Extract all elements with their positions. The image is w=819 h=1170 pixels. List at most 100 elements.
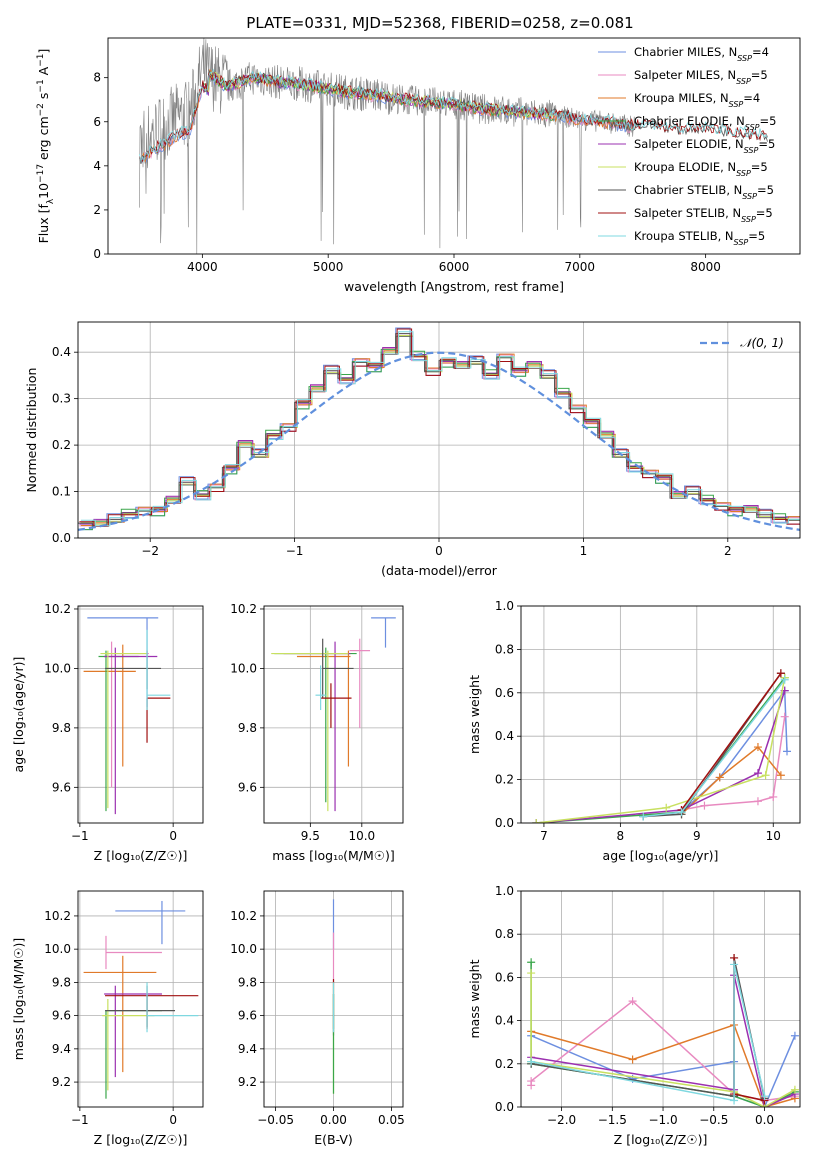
x-tick-label: −1.0 [648,1113,677,1127]
y-tick-label: 0.8 [495,642,514,656]
x-axis-label: (data-model)/error [381,563,498,578]
y-tick-label: 0.4 [52,345,71,359]
x-tick-label: 0 [435,544,443,558]
x-tick-label: 10 [766,829,781,843]
y-axis-label: Normed distribution [24,368,39,493]
axes-frame [107,37,801,255]
weight-marker-kroupa_elodie [761,771,770,780]
y-tick-label: 0.2 [52,438,71,452]
y-tick-label: 0.2 [495,1057,514,1071]
axes-frame [263,890,404,1108]
weight-line-kroupa_elodie [536,677,786,823]
legend-label-salpeter_stelib: Salpeter STELIB, NSSP=5 [634,206,773,224]
x-tick-label: 8 [617,829,625,843]
weight-marker-salpeter_elodie [753,769,762,778]
y-tick-label: 10.0 [44,942,71,956]
x-tick-label: 5000 [313,260,344,274]
x-tick-label: 9.5 [301,829,320,843]
y-tick-label: 9.8 [52,721,71,735]
y-tick-label: 0.4 [495,1014,514,1028]
x-tick-label: 0.0 [755,1113,774,1127]
y-tick-label: 0.8 [495,927,514,941]
y-tick-label: 0.6 [495,970,514,984]
legend-label-chabrier_elodie: Chabrier ELODIE, NSSP=5 [634,114,776,132]
weight-line-kroupa_stelib [530,964,766,1102]
model-spectrum-kroupa_stelib [139,68,768,163]
plot-area-age_vs_Z [83,617,171,815]
x-axis-label: age [log₁₀(age/yr)] [603,848,719,863]
y-tick-label: 10.2 [230,602,257,616]
weight-marker-kroupa_stelib [760,1092,769,1101]
weight-marker-kroupa_stelib [677,808,686,817]
x-tick-label: −1 [71,829,89,843]
axes-frame [520,890,801,1108]
weight-marker-salpeter_stelib [776,669,785,678]
x-tick-label: 8000 [690,260,721,274]
weight-marker-chabrier_elodie [527,958,536,967]
weight-marker-chabrier_miles [790,1031,799,1040]
y-tick-label: 0.0 [495,816,514,830]
weight-marker-salpeter_miles [527,1077,536,1086]
plot-area-weight_vs_Z [527,953,799,1107]
legend-label-chabrier_miles: Chabrier MILES, NSSP=4 [634,45,769,63]
y-tick-label: 9.4 [52,1042,71,1056]
weight-marker-kroupa_stelib [780,675,789,684]
axes-frame [77,890,204,1108]
y-tick-label: 10.2 [44,602,71,616]
x-axis-label: mass [log₁₀(M/M☉)] [272,848,394,863]
y-tick-label: 10.2 [230,909,257,923]
y-tick-label: 1.0 [495,884,514,898]
legend-label-kroupa_elodie: Kroupa ELODIE, NSSP=5 [634,160,768,178]
weight-marker-kroupa_stelib [730,960,739,969]
spectrum-legend: Chabrier MILES, NSSP=4 Salpeter MILES, NS… [598,45,776,247]
axes-frame [263,605,404,824]
panel-weight_vs_Z: −2.0 −1.5 −1.0 −0.5 0.0 0.0 0.2 0.4 0.6 0.8 1.0 Z [… [467,884,801,1147]
legend-label-salpeter_elodie: Salpeter ELODIE, NSSP=5 [634,137,775,155]
x-tick-label: −1 [71,1113,89,1127]
x-tick-label: 0.00 [320,1113,347,1127]
weight-marker-kroupa_elodie [790,1085,799,1094]
y-axis-label: age [log₁₀(age/yr)] [11,657,26,773]
y-axis-label: mass weight [467,959,482,1038]
y-tick-label: 0.3 [52,392,71,406]
weight-line-salpeter_elodie [536,690,786,823]
y-tick-label: 9.6 [52,1009,71,1023]
weight-marker-kroupa_miles [753,743,762,752]
legend-label-normal: 𝒩(0, 1) [740,336,784,350]
y-tick-label: 0 [93,247,101,261]
panel-spectrum: 4000 5000 6000 7000 8000 0 2 4 6 8 wavelength [Ang… [36,37,801,294]
panel-mass_vs_ebv: −0.05 0.00 0.05 9.2 9.4 9.6 9.8 10.0 10.2 E(B-V) [230,890,405,1147]
x-tick-label: −0.5 [699,1113,728,1127]
panel-weight_vs_age: 7 8 9 10 0.0 0.2 0.4 0.6 0.8 1.0 age [log₁₀(age/yr… [467,599,801,863]
panel-age_vs_Z: −1 0 9.6 9.8 10.0 10.2 Z [log₁₀(Z/Z☉)] age [log… [11,602,204,863]
x-axis-label: Z [log₁₀(Z/Z☉)] [94,1132,188,1147]
weight-marker-salpeter_miles [753,797,762,806]
x-tick-label: 10.0 [348,829,375,843]
panel-mass_vs_Z: −1 0 9.2 9.4 9.6 9.8 10.0 10.2 Z [log₁₀(Z/Z☉)] ma… [11,890,204,1147]
y-axis-label: mass weight [467,675,482,754]
y-tick-label: 0.4 [495,729,514,743]
y-tick-label: 8 [93,71,101,85]
x-tick-label: 0 [169,1113,177,1127]
legend-label-salpeter_miles: Salpeter MILES, NSSP=5 [634,68,768,86]
y-tick-label: 9.8 [238,721,257,735]
weight-marker-salpeter_miles [628,997,637,1006]
histogram-kroupa_stelib [80,331,800,527]
weight-marker-chabrier_miles [783,747,792,756]
weight-marker-kroupa_miles [776,771,785,780]
weight-marker-kroupa_elodie [532,819,541,823]
y-tick-label: 0.0 [52,531,71,545]
y-tick-label: 10.2 [44,909,71,923]
y-tick-label: 9.4 [238,1042,257,1056]
weight-marker-kroupa_elodie [527,969,536,978]
x-tick-label: 1 [580,544,588,558]
x-tick-label: 2 [724,544,732,558]
y-axis-label: Flux [fλ10−17 erg cm−2 s−1 A−1] [36,49,56,244]
y-tick-label: 2 [93,203,101,217]
x-tick-label: 6000 [439,260,470,274]
x-axis-label: Z [log₁₀(Z/Z☉)] [614,1132,708,1147]
x-tick-label: −0.05 [257,1113,294,1127]
weight-line-salpeter_stelib [680,672,782,811]
y-tick-label: 9.8 [238,975,257,989]
